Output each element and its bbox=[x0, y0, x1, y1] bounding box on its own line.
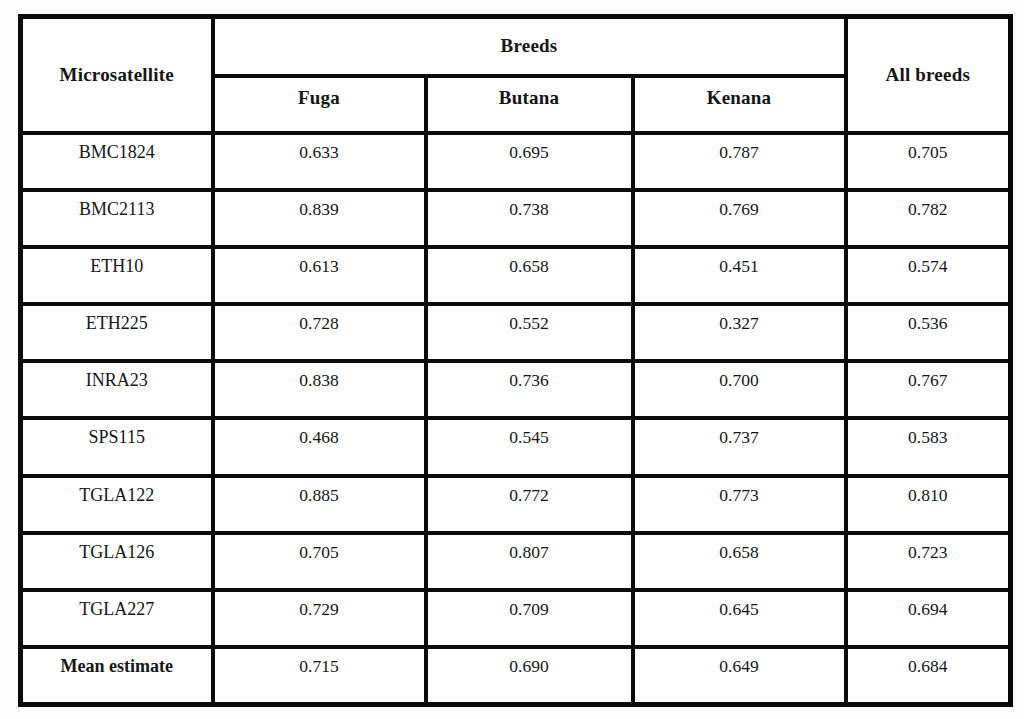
scanned-table-page: Microsatellite Breeds All breeds Fuga Bu… bbox=[0, 0, 1024, 719]
table-row: TGLA126 0.705 0.807 0.658 0.723 bbox=[21, 533, 1011, 590]
cell-value: 0.723 bbox=[846, 533, 1011, 590]
cell-value: 0.536 bbox=[846, 304, 1011, 361]
cell-value: 0.583 bbox=[846, 418, 1011, 475]
table-row: BMC1824 0.633 0.695 0.787 0.705 bbox=[21, 133, 1011, 190]
cell-value: 0.709 bbox=[426, 590, 633, 647]
table-row: TGLA227 0.729 0.709 0.645 0.694 bbox=[21, 590, 1011, 647]
cell-value: 0.782 bbox=[846, 190, 1011, 247]
table-body: BMC1824 0.633 0.695 0.787 0.705 BMC2113 … bbox=[21, 133, 1011, 705]
cell-value: 0.737 bbox=[633, 418, 846, 475]
cell-value: 0.694 bbox=[846, 590, 1011, 647]
row-label-eth10: ETH10 bbox=[21, 247, 213, 304]
cell-value: 0.787 bbox=[633, 133, 846, 190]
row-label-tgla126: TGLA126 bbox=[21, 533, 213, 590]
table-row: SPS115 0.468 0.545 0.737 0.583 bbox=[21, 418, 1011, 475]
cell-value: 0.738 bbox=[426, 190, 633, 247]
cell-value: 0.645 bbox=[633, 590, 846, 647]
cell-value: 0.700 bbox=[633, 361, 846, 418]
column-header-microsatellite: Microsatellite bbox=[21, 17, 213, 133]
cell-value: 0.838 bbox=[213, 361, 426, 418]
column-header-fuga: Fuga bbox=[213, 76, 426, 133]
table-header: Microsatellite Breeds All breeds Fuga Bu… bbox=[21, 17, 1011, 133]
cell-value: 0.574 bbox=[846, 247, 1011, 304]
cell-value: 0.633 bbox=[213, 133, 426, 190]
cell-value: 0.695 bbox=[426, 133, 633, 190]
cell-value: 0.552 bbox=[426, 304, 633, 361]
cell-value: 0.545 bbox=[426, 418, 633, 475]
row-label-eth225: ETH225 bbox=[21, 304, 213, 361]
cell-value: 0.729 bbox=[213, 590, 426, 647]
table-row: BMC2113 0.839 0.738 0.769 0.782 bbox=[21, 190, 1011, 247]
cell-value: 0.728 bbox=[213, 304, 426, 361]
table-row: ETH10 0.613 0.658 0.451 0.574 bbox=[21, 247, 1011, 304]
row-label-mean-estimate: Mean estimate bbox=[21, 647, 213, 704]
heterozygosity-table: Microsatellite Breeds All breeds Fuga Bu… bbox=[18, 14, 1013, 707]
cell-value: 0.807 bbox=[426, 533, 633, 590]
cell-value: 0.468 bbox=[213, 418, 426, 475]
cell-value: 0.327 bbox=[633, 304, 846, 361]
row-label-inra23: INRA23 bbox=[21, 361, 213, 418]
column-header-butana: Butana bbox=[426, 76, 633, 133]
table-row: INRA23 0.838 0.736 0.700 0.767 bbox=[21, 361, 1011, 418]
cell-value: 0.810 bbox=[846, 476, 1011, 533]
cell-value: 0.658 bbox=[426, 247, 633, 304]
row-label-bmc2113: BMC2113 bbox=[21, 190, 213, 247]
column-header-all-breeds: All breeds bbox=[846, 17, 1011, 133]
table-row: TGLA122 0.885 0.772 0.773 0.810 bbox=[21, 476, 1011, 533]
cell-value: 0.839 bbox=[213, 190, 426, 247]
row-label-tgla122: TGLA122 bbox=[21, 476, 213, 533]
cell-value: 0.772 bbox=[426, 476, 633, 533]
cell-value: 0.705 bbox=[846, 133, 1011, 190]
column-group-breeds: Breeds bbox=[213, 17, 846, 76]
cell-value: 0.767 bbox=[846, 361, 1011, 418]
cell-value: 0.684 bbox=[846, 647, 1011, 704]
cell-value: 0.715 bbox=[213, 647, 426, 704]
cell-value: 0.690 bbox=[426, 647, 633, 704]
cell-value: 0.451 bbox=[633, 247, 846, 304]
cell-value: 0.769 bbox=[633, 190, 846, 247]
table-row: ETH225 0.728 0.552 0.327 0.536 bbox=[21, 304, 1011, 361]
cell-value: 0.649 bbox=[633, 647, 846, 704]
row-label-tgla227: TGLA227 bbox=[21, 590, 213, 647]
row-label-bmc1824: BMC1824 bbox=[21, 133, 213, 190]
cell-value: 0.705 bbox=[213, 533, 426, 590]
cell-value: 0.613 bbox=[213, 247, 426, 304]
cell-value: 0.885 bbox=[213, 476, 426, 533]
cell-value: 0.773 bbox=[633, 476, 846, 533]
cell-value: 0.736 bbox=[426, 361, 633, 418]
column-header-kenana: Kenana bbox=[633, 76, 846, 133]
row-label-sps115: SPS115 bbox=[21, 418, 213, 475]
header-group-row: Microsatellite Breeds All breeds bbox=[21, 17, 1011, 76]
cell-value: 0.658 bbox=[633, 533, 846, 590]
table-row-mean-estimate: Mean estimate 0.715 0.690 0.649 0.684 bbox=[21, 647, 1011, 704]
